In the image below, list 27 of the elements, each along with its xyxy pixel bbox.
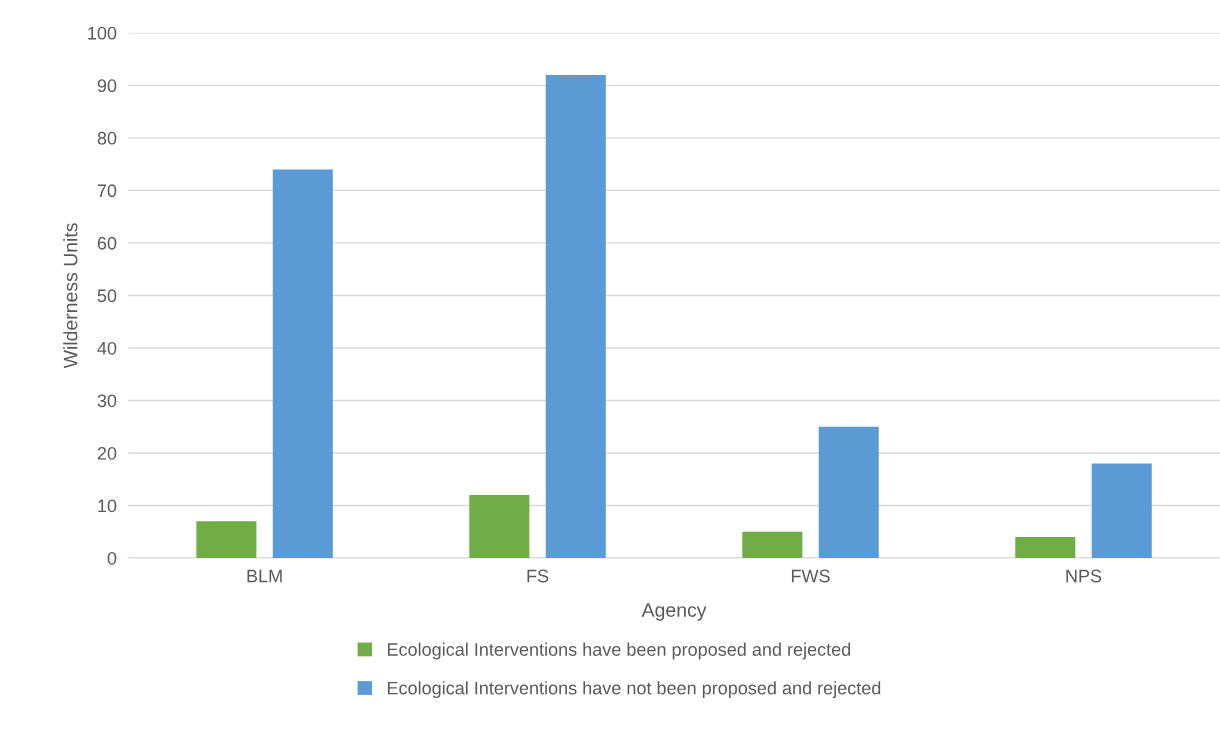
y-tick-label: 10 <box>98 499 117 513</box>
x-axis-title: Agency <box>641 603 707 621</box>
y-tick-label: 60 <box>97 236 117 250</box>
y-tick-label: 50 <box>97 289 117 303</box>
y-tick-label: 40 <box>97 341 117 355</box>
y-tick-label: 20 <box>97 446 117 460</box>
x-tick-label: NPS <box>1066 569 1102 583</box>
y-tick-label: 30 <box>97 394 117 408</box>
bar <box>1091 463 1152 559</box>
y-tick-label: 80 <box>97 131 117 145</box>
legend-label: Ecological Interventions have been proposed and rejected <box>387 642 851 660</box>
y-tick-label: 70 <box>97 184 117 198</box>
legend-label: Ecological Interventions have not been proposed and rejected <box>387 681 881 699</box>
bar <box>818 426 879 559</box>
y-tick-label: 100 <box>88 26 117 40</box>
bar <box>272 169 333 559</box>
bar <box>545 74 606 559</box>
y-tick-label: 90 <box>97 79 117 93</box>
y-axis-title: Wilderness Units <box>63 223 78 369</box>
x-tick-label: BLM <box>247 569 282 583</box>
bar <box>1015 537 1076 559</box>
bar <box>196 521 257 559</box>
bar <box>742 531 803 559</box>
bar <box>469 494 530 559</box>
x-tick-label: FWS <box>791 569 830 583</box>
y-tick-label: 0 <box>107 551 117 565</box>
x-tick-label: FS <box>527 569 549 583</box>
